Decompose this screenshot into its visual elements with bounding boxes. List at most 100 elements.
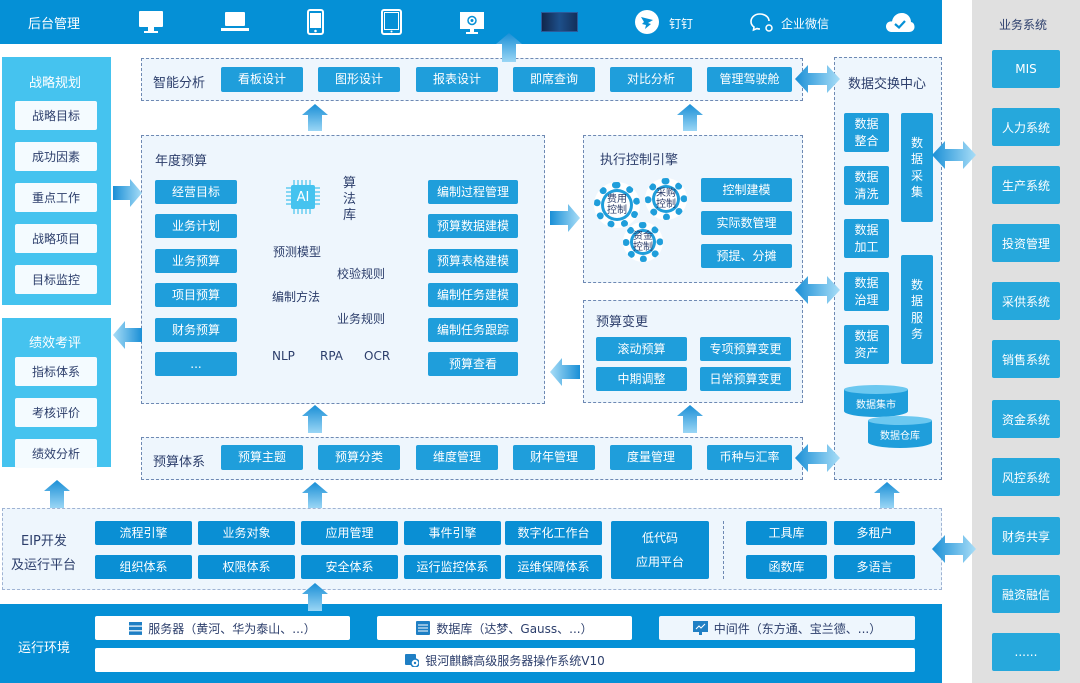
business-system-item[interactable]: 采供系统 <box>992 282 1060 320</box>
business-system-item[interactable]: 销售系统 <box>992 340 1060 378</box>
smart-analysis-title: 智能分析 <box>153 76 206 91</box>
strategy-item[interactable]: 成功因素 <box>15 142 97 171</box>
execution-item[interactable]: 控制建模 <box>701 178 792 202</box>
annual-budget-left-item[interactable]: 财务预算 <box>155 318 237 342</box>
annual-budget-left-item[interactable]: 经营目标 <box>155 180 237 204</box>
budget-system-item[interactable]: 财年管理 <box>513 445 595 470</box>
budget-system-item[interactable]: 币种与汇率 <box>707 445 792 470</box>
annual-budget-left-item[interactable]: 业务计划 <box>155 214 237 238</box>
os-label: 银河麒麟高级服务器操作系统V10 <box>425 653 605 668</box>
eip-item[interactable]: 应用管理 <box>301 521 398 545</box>
rpa-label: RPA <box>320 349 344 363</box>
data-exchange-item[interactable]: 数据资产 <box>844 325 889 364</box>
eip-item[interactable]: 运行监控体系 <box>404 555 501 579</box>
eip-item[interactable]: 组织体系 <box>95 555 192 579</box>
data-exchange-item[interactable]: 数据治理 <box>844 272 889 311</box>
up-arrow <box>302 104 328 131</box>
budget-system-item[interactable]: 预算分类 <box>318 445 400 470</box>
os-disk-icon <box>405 654 420 667</box>
performance-item[interactable]: 考核评价 <box>15 398 97 427</box>
annual-budget-left-item[interactable]: 业务预算 <box>155 249 237 273</box>
business-system-item[interactable]: MIS <box>992 50 1060 88</box>
eip-item[interactable]: 运维保障体系 <box>505 555 602 579</box>
execution-item[interactable]: 实际数管理 <box>701 211 792 235</box>
smart-analysis-item[interactable]: 对比分析 <box>610 67 692 92</box>
performance-item[interactable]: 指标体系 <box>15 357 97 386</box>
left-arrow <box>113 321 142 349</box>
business-system-item[interactable]: 资金系统 <box>992 400 1060 438</box>
up-arrow <box>302 482 328 508</box>
eip-tool-item[interactable]: 多语言 <box>834 555 915 579</box>
data-exchange-item[interactable]: 数据加工 <box>844 219 889 258</box>
eip-item[interactable]: 权限体系 <box>198 555 295 579</box>
eip-tool-item[interactable]: 函数库 <box>746 555 827 579</box>
budget-system-item[interactable]: 度量管理 <box>610 445 692 470</box>
laptop-icon <box>221 12 249 31</box>
top-bar-title: 后台管理 <box>28 17 81 32</box>
business-system-item[interactable]: 融资融信 <box>992 575 1060 613</box>
server-label: 服务器（黄河、华为泰山、...） <box>148 621 316 636</box>
strategy-item[interactable]: 战略项目 <box>15 224 97 253</box>
budget-change-item[interactable]: 日常预算变更 <box>700 367 791 391</box>
annual-budget-right-item[interactable]: 编制任务跟踪 <box>428 318 518 342</box>
dingtalk-icon <box>635 10 659 34</box>
annual-budget-right-item[interactable]: 编制任务建模 <box>428 283 518 307</box>
annual-budget-left-item[interactable]: ... <box>155 352 237 376</box>
eip-item[interactable]: 流程引擎 <box>95 521 192 545</box>
business-system-item[interactable]: 投资管理 <box>992 224 1060 262</box>
data-exchange-title: 数据交换中心 <box>848 77 927 92</box>
smart-analysis-item[interactable]: 管理驾驶舱 <box>707 67 792 92</box>
expense-control-gear: 费用控制 <box>594 182 640 228</box>
strategy-item[interactable]: 重点工作 <box>15 183 97 212</box>
strategy-item[interactable]: 战略目标 <box>15 101 97 130</box>
execution-item[interactable]: 预提、分摊 <box>701 244 792 268</box>
smart-analysis-item[interactable]: 报表设计 <box>416 67 498 92</box>
annual-budget-title: 年度预算 <box>155 154 208 169</box>
annual-budget-right-item[interactable]: 预算表格建模 <box>428 249 518 273</box>
middleware-box: 中间件（东方通、宝兰德、...） <box>659 616 915 640</box>
business-system-item[interactable]: 财务共享 <box>992 517 1060 555</box>
smart-analysis-item[interactable]: 图形设计 <box>318 67 400 92</box>
data-exchange-item[interactable]: 数据清洗 <box>844 166 889 205</box>
performance-item[interactable]: 绩效分析 <box>15 439 97 468</box>
strategy-panel <box>2 57 111 305</box>
method-label: 编制方法 <box>272 290 321 304</box>
data-collection-block[interactable]: 数据采集 <box>901 113 933 222</box>
data-service-block[interactable]: 数据服务 <box>901 255 933 364</box>
budget-change-item[interactable]: 滚动预算 <box>596 337 687 361</box>
annual-budget-right-item[interactable]: 预算查看 <box>428 352 518 376</box>
annual-budget-left-item[interactable]: 项目预算 <box>155 283 237 307</box>
low-code-platform-button[interactable]: 低代码 应用平台 <box>611 521 709 579</box>
strategy-item[interactable]: 目标监控 <box>15 265 97 294</box>
eip-item[interactable]: 事件引擎 <box>404 521 501 545</box>
eip-title-line1: EIP开发 <box>21 534 67 549</box>
business-system-item[interactable]: ...... <box>992 633 1060 671</box>
eip-item[interactable]: 安全体系 <box>301 555 398 579</box>
desktop-icon <box>139 11 163 33</box>
budget-change-item[interactable]: 中期调整 <box>596 367 687 391</box>
business-rules-label: 业务规则 <box>337 312 386 326</box>
up-arrow <box>677 104 703 131</box>
business-system-item[interactable]: 人力系统 <box>992 108 1060 146</box>
right-arrow <box>113 179 142 207</box>
budget-system-item[interactable]: 预算主题 <box>221 445 303 470</box>
budget-system-item[interactable]: 维度管理 <box>416 445 498 470</box>
eip-item[interactable]: 数字化工作台 <box>505 521 602 545</box>
fund-control-gear: 资金控制 <box>623 222 663 262</box>
database-label: 数据库（达梦、Gauss、...） <box>436 621 593 636</box>
data-exchange-item[interactable]: 数据整合 <box>844 113 889 152</box>
ocr-label: OCR <box>364 349 391 363</box>
smart-analysis-item[interactable]: 看板设计 <box>221 67 303 92</box>
annual-budget-right-item[interactable]: 编制过程管理 <box>428 180 518 204</box>
eip-tool-item[interactable]: 多租户 <box>834 521 915 545</box>
data-mart-cylinder[interactable]: 数据集市 <box>844 385 908 417</box>
business-system-item[interactable]: 风控系统 <box>992 458 1060 496</box>
data-warehouse-cylinder[interactable]: 数据仓库 <box>868 416 932 448</box>
budget-change-item[interactable]: 专项预算变更 <box>700 337 791 361</box>
eip-item[interactable]: 业务对象 <box>198 521 295 545</box>
right-arrow <box>550 204 580 232</box>
smart-analysis-item[interactable]: 即席查询 <box>513 67 595 92</box>
eip-tool-item[interactable]: 工具库 <box>746 521 827 545</box>
annual-budget-right-item[interactable]: 预算数据建模 <box>428 214 518 238</box>
business-system-item[interactable]: 生产系统 <box>992 166 1060 204</box>
